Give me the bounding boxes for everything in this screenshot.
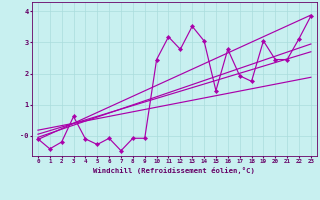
X-axis label: Windchill (Refroidissement éolien,°C): Windchill (Refroidissement éolien,°C) [93, 167, 255, 174]
